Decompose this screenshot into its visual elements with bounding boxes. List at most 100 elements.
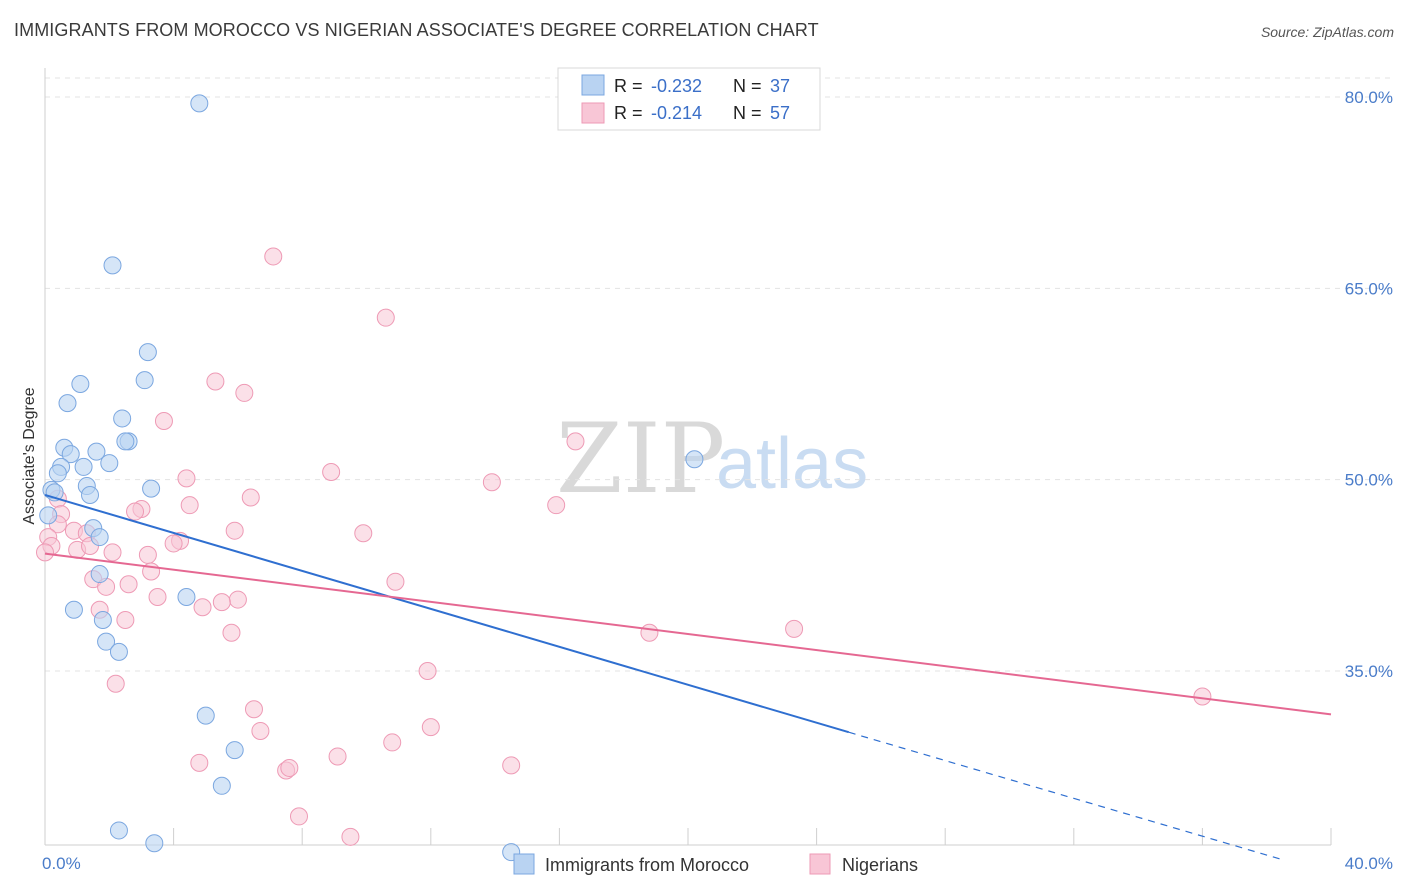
- nigerians-point: [244, 700, 263, 719]
- morocco-point: [138, 343, 157, 362]
- nigerians-point: [640, 623, 659, 642]
- nigerians-point: [1193, 687, 1212, 706]
- chart-title: IMMIGRANTS FROM MOROCCO VS NIGERIAN ASSO…: [14, 20, 819, 40]
- nigerians-point: [180, 496, 199, 515]
- nigerians-point: [566, 432, 585, 451]
- nigerians-point: [190, 753, 209, 772]
- nigerians-point: [126, 502, 145, 521]
- legend-n-label-nigerians: N =: [733, 103, 762, 123]
- legend-r-label-morocco: R =: [614, 76, 643, 96]
- nigerians-point: [206, 372, 225, 391]
- morocco-point: [61, 445, 80, 464]
- nigerians-point: [502, 756, 521, 775]
- morocco-point: [81, 485, 100, 504]
- nigerians-point: [354, 524, 373, 543]
- legend-n-value-morocco: 37: [770, 76, 790, 96]
- y-axis-tick-labels: 80.0% 65.0% 50.0% 35.0%: [1345, 88, 1393, 681]
- morocco-point: [87, 442, 106, 461]
- morocco-point: [109, 821, 128, 840]
- morocco-point: [48, 464, 67, 483]
- nigerians-point: [164, 534, 183, 553]
- bottom-legend-label-morocco: Immigrants from Morocco: [545, 855, 749, 875]
- nigerians-point: [154, 411, 173, 430]
- nigerians-point: [177, 469, 196, 488]
- nigerians-point: [148, 588, 167, 607]
- nigerians-point: [138, 545, 157, 564]
- nigerians-point: [383, 733, 402, 752]
- nigerians-point: [785, 619, 804, 638]
- trend-line-nigerians: [44, 552, 1332, 716]
- legend-r-value-morocco: -0.232: [651, 76, 702, 96]
- morocco-point: [100, 454, 119, 473]
- nigerians-point: [241, 488, 260, 507]
- bottom-legend-swatch-nigerians: [809, 853, 831, 875]
- morocco-point: [39, 506, 58, 525]
- nigerians-point: [36, 543, 54, 562]
- morocco-point: [103, 256, 122, 275]
- nigerians-point: [193, 598, 212, 617]
- nigerians-point: [280, 758, 299, 777]
- nigerians-point: [418, 662, 437, 680]
- morocco-point: [196, 706, 215, 725]
- morocco-point: [74, 457, 93, 476]
- morocco-point: [142, 479, 161, 498]
- morocco-point: [135, 371, 154, 390]
- morocco-point: [177, 588, 196, 607]
- nigerians-point: [222, 623, 241, 642]
- x-tick-label-0: 0.0%: [42, 854, 81, 873]
- nigerians-point: [386, 572, 405, 591]
- y-tick-label-1: 65.0%: [1345, 279, 1393, 298]
- nigerians-point: [376, 308, 395, 327]
- morocco-point: [685, 450, 704, 469]
- morocco-point: [212, 776, 231, 795]
- legend-swatch-morocco: [581, 74, 605, 96]
- morocco-point: [113, 409, 132, 428]
- x-tick-label-1: 40.0%: [1345, 854, 1393, 873]
- series-nigerians-points: [36, 247, 1212, 846]
- nigerians-point: [225, 521, 244, 540]
- stats-legend: R = -0.232 N = 37 R = -0.214 N = 57: [557, 67, 821, 131]
- trend-line-morocco: [44, 494, 850, 734]
- series-legend: Immigrants from Morocco Nigerians: [513, 853, 918, 875]
- morocco-point: [90, 528, 109, 547]
- grid-lines: [45, 77, 1393, 672]
- nigerians-point: [328, 747, 347, 766]
- nigerians-point: [119, 575, 138, 594]
- y-tick-label-0: 80.0%: [1345, 88, 1393, 107]
- bottom-legend-label-nigerians: Nigerians: [842, 855, 918, 875]
- trend-line-morocco-extrapolated: [848, 731, 1283, 861]
- nigerians-point: [235, 383, 254, 402]
- nigerians-point: [212, 593, 231, 612]
- morocco-point: [145, 834, 164, 853]
- bottom-legend-swatch-morocco: [513, 853, 535, 875]
- nigerians-point: [341, 827, 360, 846]
- nigerians-point: [251, 721, 270, 740]
- source-credit: Source: ZipAtlas.com: [1260, 24, 1394, 40]
- legend-r-label-nigerians: R =: [614, 103, 643, 123]
- nigerians-point: [106, 674, 125, 693]
- nigerians-point: [322, 463, 341, 482]
- morocco-point: [97, 632, 116, 651]
- morocco-point: [225, 741, 244, 760]
- nigerians-point: [482, 473, 501, 492]
- morocco-point: [190, 94, 209, 113]
- morocco-point: [64, 600, 83, 619]
- series-morocco-points: [39, 94, 704, 862]
- legend-swatch-nigerians: [581, 102, 605, 124]
- trend-lines: [44, 494, 1332, 861]
- nigerians-point: [116, 610, 135, 629]
- y-axis-label: Associate's Degree: [21, 387, 38, 524]
- morocco-point: [93, 610, 112, 629]
- morocco-point: [116, 432, 135, 451]
- nigerians-point: [264, 247, 283, 266]
- nigerians-point: [228, 590, 247, 609]
- morocco-point: [58, 394, 77, 413]
- y-tick-label-3: 35.0%: [1345, 662, 1393, 681]
- nigerians-point: [289, 807, 308, 826]
- nigerians-point: [421, 718, 440, 737]
- nigerians-point: [103, 543, 122, 562]
- legend-r-value-nigerians: -0.214: [651, 103, 702, 123]
- watermark-atlas: atlas: [716, 424, 868, 504]
- x-axis-tick-labels: 0.0% 40.0%: [42, 854, 1393, 873]
